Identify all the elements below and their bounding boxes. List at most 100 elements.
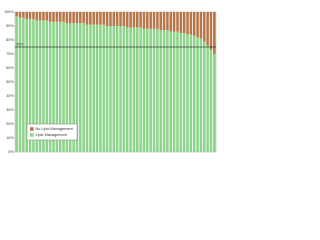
y-tick-label: 50% xyxy=(6,80,14,84)
bar-segment xyxy=(159,12,162,31)
bar-segment xyxy=(206,12,209,46)
bar-segment xyxy=(89,24,92,153)
bar-segment xyxy=(166,30,169,153)
bar-segment xyxy=(69,23,72,153)
bar-segment xyxy=(132,12,136,28)
bar-segment xyxy=(15,12,18,17)
y-tick-label: 10% xyxy=(6,136,14,140)
bar-segment xyxy=(35,12,39,21)
bar-segment xyxy=(69,12,72,24)
bar-segment xyxy=(192,35,196,152)
bar-segment xyxy=(122,12,126,26)
bar-segment xyxy=(189,34,193,152)
bar-segment xyxy=(65,12,69,24)
bar-segment xyxy=(129,27,132,152)
bar-segment xyxy=(203,12,206,42)
bar-segment xyxy=(22,12,25,18)
bar-segment xyxy=(146,28,149,152)
bar-segment xyxy=(38,12,42,21)
bar-segment xyxy=(28,19,32,152)
bar-segment xyxy=(22,17,25,152)
bar-segment xyxy=(199,38,203,152)
bar-segment xyxy=(129,12,132,28)
bar-segment xyxy=(58,12,62,22)
bar-segment xyxy=(169,12,173,32)
bar-segment xyxy=(42,20,45,153)
bar-segment xyxy=(156,12,159,29)
bar-segment xyxy=(15,16,18,153)
reference-label: 75% xyxy=(16,42,24,46)
bar-segment xyxy=(65,23,69,153)
bar-segment xyxy=(28,12,32,19)
bar-segment xyxy=(25,19,28,152)
bar-segment xyxy=(89,12,92,25)
bar-segment xyxy=(112,12,116,26)
bar-segment xyxy=(125,12,129,28)
bar-segment xyxy=(142,28,146,152)
bar-segment xyxy=(45,20,49,153)
bar-segment xyxy=(179,12,183,33)
y-tick-label: 80% xyxy=(6,38,14,42)
bar-segment xyxy=(72,23,75,153)
bar-segment xyxy=(196,12,199,38)
bar-segment xyxy=(136,12,139,28)
bar-segment xyxy=(55,12,59,22)
bar-segment xyxy=(132,27,136,152)
bar-segment xyxy=(192,12,196,36)
bar-segment xyxy=(109,12,112,26)
y-tick-label: 100% xyxy=(4,10,14,14)
bar-segment xyxy=(196,37,199,153)
bar-segment xyxy=(102,12,106,25)
bar-segment xyxy=(32,12,35,19)
bar-segment xyxy=(166,12,169,31)
bar-segment xyxy=(52,12,55,22)
bar-segment xyxy=(85,12,89,25)
y-tick-label: 90% xyxy=(6,24,14,28)
bar-segment xyxy=(189,12,193,35)
bar-segment xyxy=(203,41,206,152)
bar-segment xyxy=(42,12,45,21)
bar-segment xyxy=(125,27,129,152)
bar-segment xyxy=(62,21,65,152)
page: {"chart_data": {"type": "stacked_bar", "… xyxy=(4,9,217,154)
bar-segment xyxy=(186,34,189,152)
bar-segment xyxy=(112,26,116,152)
bar-segment xyxy=(213,54,216,152)
legend-box xyxy=(26,123,78,141)
bar-segment xyxy=(156,28,159,152)
bar-segment xyxy=(85,24,89,153)
bar-segment xyxy=(48,21,52,152)
bar-segment xyxy=(92,12,95,25)
bar-segment xyxy=(92,24,95,153)
bar-segment xyxy=(55,21,59,152)
bar-segment xyxy=(182,12,186,33)
bar-segment xyxy=(18,17,22,152)
bar-segment xyxy=(82,23,85,153)
bar-segment xyxy=(58,21,62,152)
bar-segment xyxy=(115,12,119,26)
bar-segment xyxy=(115,26,119,152)
bar-segment xyxy=(99,24,102,153)
y-tick-label: 30% xyxy=(6,108,14,112)
bar-segment xyxy=(75,23,79,153)
bar-segment xyxy=(95,12,99,25)
bar-segment xyxy=(122,26,126,152)
bar-segment xyxy=(152,12,156,29)
legend-label: Lipid Management xyxy=(36,133,68,137)
y-tick-label: 60% xyxy=(6,66,14,70)
y-tick-label: 20% xyxy=(6,122,14,126)
bar-segment xyxy=(169,31,173,153)
bar-segment xyxy=(102,24,106,153)
bar-segment xyxy=(149,12,152,29)
bar-segment xyxy=(172,12,176,32)
bar-segment xyxy=(79,12,82,24)
bar-segment xyxy=(182,33,186,152)
legend-label: No Lipid Management xyxy=(36,127,74,131)
bar-segment xyxy=(35,20,39,153)
bar-segment xyxy=(99,12,102,25)
bar-segment xyxy=(162,12,166,31)
bar-segment xyxy=(209,12,213,50)
bar-segment xyxy=(136,27,139,152)
bar-segment xyxy=(79,23,82,153)
bar-segment xyxy=(109,26,112,152)
